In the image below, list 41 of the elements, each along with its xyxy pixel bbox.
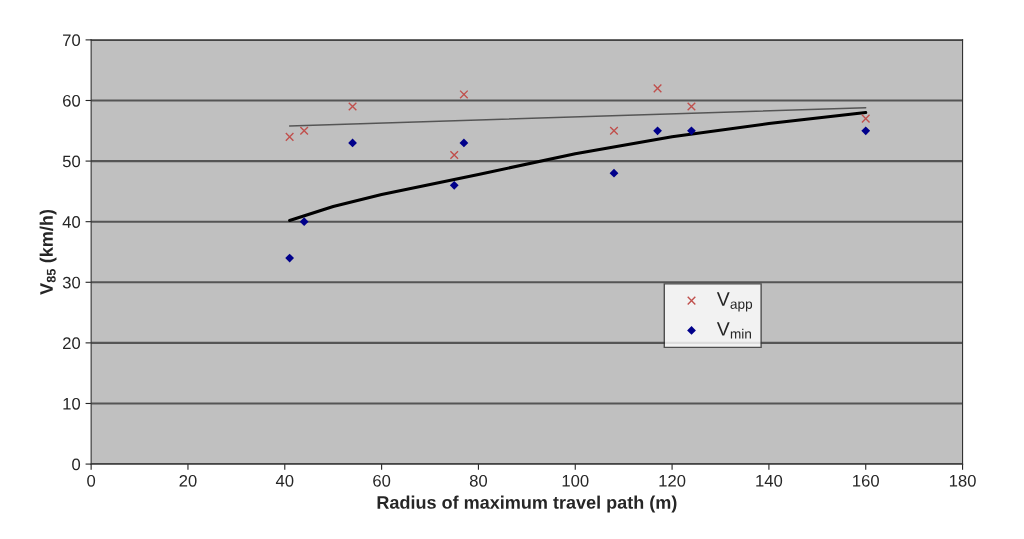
x-tick-label: 20 (179, 474, 197, 487)
y-tick-label: 40 (62, 216, 81, 228)
point (285, 253, 295, 263)
x-tick-label: 160 (853, 474, 879, 487)
x-tick-label: 0 (87, 474, 96, 487)
point (459, 89, 469, 99)
point (449, 150, 459, 160)
y-tick-label: 30 (62, 276, 81, 289)
point (686, 102, 696, 112)
point (653, 126, 662, 136)
point (449, 180, 459, 190)
point (285, 132, 295, 142)
y-tick-label: 10 (63, 397, 81, 410)
x-tick-label: 40 (275, 474, 294, 487)
point (653, 83, 663, 93)
y-tick-label: 0 (72, 458, 81, 471)
legend-label: V$_{app}$ (716, 292, 753, 312)
y-axis-title: V$_{85}$ (km/h) (39, 209, 57, 295)
x-tick-label: 100 (562, 474, 589, 487)
x-axis-title: Radius of maximum travel path (m) (377, 495, 677, 513)
line-series (288, 111, 868, 222)
y-tick-label: 20 (63, 337, 81, 350)
point (861, 114, 871, 124)
point (609, 126, 619, 136)
point (348, 138, 357, 148)
legend-label: V$_{min}$ (716, 322, 751, 339)
x-tick-label: 120 (659, 474, 686, 487)
x-tick-label: 180 (949, 474, 976, 487)
y-tick-label: 50 (62, 155, 81, 168)
point (861, 126, 871, 136)
x-tick-label: 60 (373, 474, 391, 487)
point (609, 168, 619, 178)
point (459, 138, 469, 148)
x-tick-label: 80 (469, 474, 488, 487)
y-tick-label: 70 (63, 34, 81, 47)
point (687, 126, 696, 136)
point (299, 217, 309, 227)
x-tick-label: 140 (756, 474, 783, 487)
point (348, 102, 358, 112)
y-tick-label: 60 (63, 94, 81, 107)
point (299, 126, 309, 136)
